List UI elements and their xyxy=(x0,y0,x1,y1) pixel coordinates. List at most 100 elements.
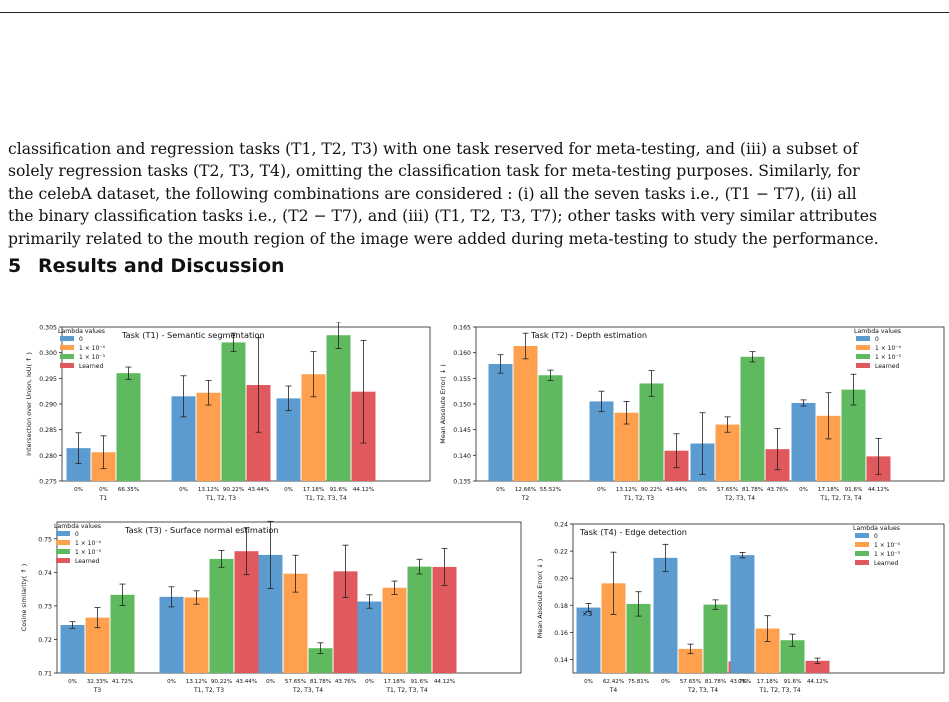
bar xyxy=(159,596,184,673)
percent-label: 43.76% xyxy=(335,679,356,685)
y-tick-label: 0.280 xyxy=(39,453,57,460)
group-label: T3 xyxy=(93,687,102,694)
bar xyxy=(639,383,664,481)
percent-label: 43.44% xyxy=(666,487,687,493)
legend-entry: 1 × 10⁻⁴ xyxy=(874,542,900,549)
group-label: T2, T3, T4 xyxy=(292,687,323,694)
percent-label: 91.6% xyxy=(330,487,348,493)
bar xyxy=(488,363,513,481)
bar xyxy=(382,587,407,673)
bar xyxy=(703,604,728,673)
percent-label: 0% xyxy=(738,679,747,685)
section-heading: 5 Results and Discussion xyxy=(8,255,285,277)
paragraph-line: classification and regression tasks (T1,… xyxy=(8,140,858,158)
percent-label: 43.76% xyxy=(767,487,788,493)
legend-swatch xyxy=(56,540,70,545)
bar xyxy=(357,601,382,673)
group-label: T1, T2, T3, T4 xyxy=(758,687,801,694)
legend-entry: 0 xyxy=(875,336,879,343)
legend-entry: 0 xyxy=(874,533,878,540)
group-label: T1, T2, T3, T4 xyxy=(385,687,428,694)
section-number: 5 xyxy=(8,255,22,277)
bar xyxy=(589,401,614,481)
bar xyxy=(276,398,301,481)
bar xyxy=(184,597,209,673)
y-axis-label: Cosine similarity( ↑ ) xyxy=(20,564,28,631)
annotation-label: ×3 xyxy=(582,610,592,618)
legend-swatch xyxy=(855,542,869,547)
bar xyxy=(326,335,351,481)
y-tick-label: 0.71 xyxy=(38,671,52,678)
legend-title: Lambda values xyxy=(854,328,901,335)
group-label: T2 xyxy=(521,495,530,502)
chart-edge-detection: 0.14 0.16 0.18 0.20 0.22 0.24 Mean Absolute Er… xyxy=(536,522,945,694)
percent-label: 13.12% xyxy=(198,487,219,493)
legend-title: Lambda values xyxy=(853,525,900,532)
group-label: T1, T2, T3 xyxy=(205,495,236,502)
percent-label: 91.6% xyxy=(411,679,429,685)
bar xyxy=(110,594,135,673)
y-tick-label: 0.300 xyxy=(39,350,57,357)
group-label: T2, T3, T4 xyxy=(724,495,755,502)
legend-swatch xyxy=(856,363,870,368)
y-tick-label: 0.18 xyxy=(554,603,568,610)
legend-entry: Learned xyxy=(874,560,898,567)
legend-swatch xyxy=(60,336,74,341)
legend-swatch xyxy=(856,354,870,359)
percent-label: 43.44% xyxy=(236,679,257,685)
percent-label: 44.12% xyxy=(868,487,889,493)
bar xyxy=(60,625,85,673)
bar xyxy=(209,558,234,673)
group-label: T1, T2, T3, T4 xyxy=(819,495,862,502)
paragraph-line: solely regression tasks (T2, T3, T4), om… xyxy=(8,162,860,181)
group-label: T1 xyxy=(99,495,108,502)
legend-entry: 1 × 10⁻³ xyxy=(875,354,901,361)
percent-label: 0% xyxy=(799,487,808,493)
bar xyxy=(653,557,678,673)
y-tick-label: 0.135 xyxy=(453,479,471,486)
percent-label: 0% xyxy=(698,487,707,493)
y-tick-label: 0.16 xyxy=(554,630,568,637)
legend-entry: Learned xyxy=(75,558,99,565)
percent-label: 17.18% xyxy=(303,487,324,493)
legend-swatch xyxy=(856,336,870,341)
y-tick-label: 0.150 xyxy=(453,402,471,409)
percent-label: 13.12% xyxy=(186,679,207,685)
legend-entry: 0 xyxy=(79,336,83,343)
bar xyxy=(407,566,432,673)
y-tick-label: 0.20 xyxy=(554,576,568,583)
percent-label: 17.18% xyxy=(757,679,778,685)
percent-label: 43.44% xyxy=(248,487,269,493)
bar xyxy=(715,424,740,481)
percent-label: 17.18% xyxy=(384,679,405,685)
percent-label: 75.81% xyxy=(628,679,649,685)
paragraph-line: primarily related to the mouth region of… xyxy=(8,229,879,248)
percent-label: 32.33% xyxy=(87,679,108,685)
y-tick-label: 0.24 xyxy=(554,522,568,529)
group-label: T1, T2, T3 xyxy=(193,687,224,694)
percent-label: 44.12% xyxy=(434,679,455,685)
bar xyxy=(196,392,221,481)
y-tick-label: 0.285 xyxy=(39,427,57,434)
y-tick-label: 0.145 xyxy=(453,427,471,434)
percent-label: 0% xyxy=(99,487,108,493)
chart-title: Task (T2) - Depth estimation xyxy=(530,330,647,340)
bar xyxy=(513,345,538,481)
percent-label: 66.35% xyxy=(118,487,139,493)
y-tick-label: 0.160 xyxy=(453,350,471,357)
legend-entry: 1 × 10⁻³ xyxy=(75,549,101,556)
legend-title: Lambda values xyxy=(54,523,101,530)
percent-label: 81.78% xyxy=(742,487,763,493)
legend-swatch xyxy=(855,533,869,538)
legend-entry: 1 × 10⁻³ xyxy=(874,551,900,558)
bar xyxy=(221,342,246,481)
legend-swatch xyxy=(856,345,870,350)
chart-title: Task (T4) - Edge detection xyxy=(579,527,687,537)
top-rule xyxy=(0,12,949,13)
section-title: Results and Discussion xyxy=(38,255,285,277)
y-tick-label: 0.290 xyxy=(39,402,57,409)
percent-label: 57.65% xyxy=(285,679,306,685)
y-tick-label: 0.295 xyxy=(39,376,57,383)
percent-label: 0% xyxy=(584,679,593,685)
legend-entry: 1 × 10⁻⁴ xyxy=(79,345,105,352)
